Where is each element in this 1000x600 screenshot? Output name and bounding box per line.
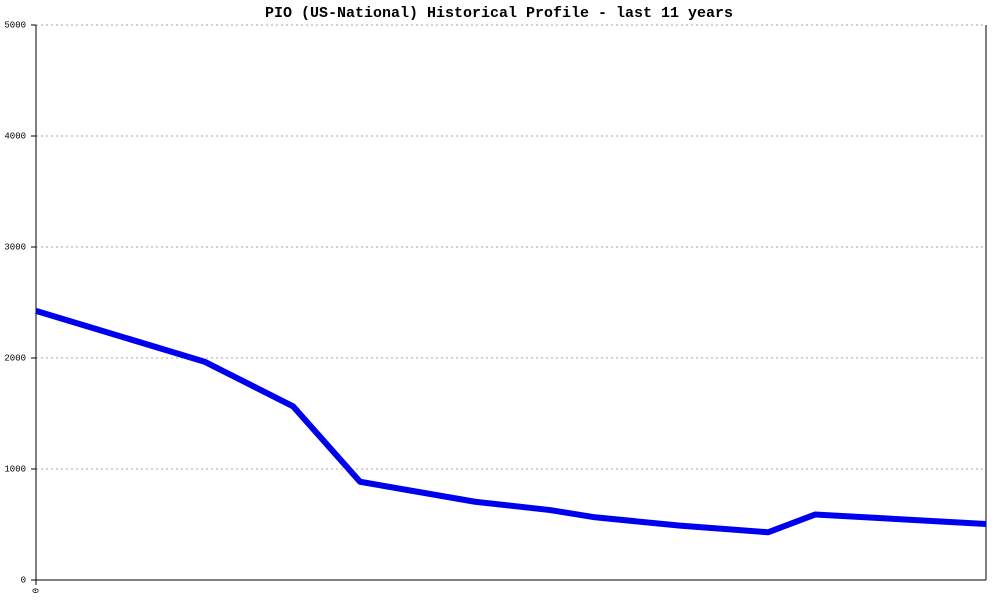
y-tick-label: 0 xyxy=(21,575,26,585)
chart-title: PIO (US-National) Historical Profile - l… xyxy=(265,5,733,22)
y-tick-label: 2000 xyxy=(4,353,26,363)
y-tick-label: 5000 xyxy=(4,20,26,30)
data-line xyxy=(35,307,987,536)
y-tick-label: 4000 xyxy=(4,131,26,141)
x-tick-label: 0 xyxy=(31,588,41,593)
y-tick-label: 1000 xyxy=(4,464,26,474)
y-tick-label: 3000 xyxy=(4,242,26,252)
